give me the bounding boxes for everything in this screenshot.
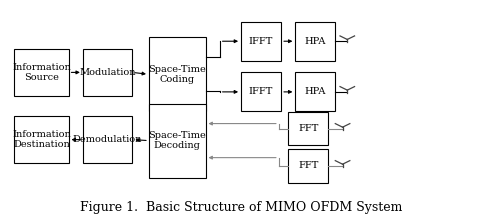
- Text: FFT: FFT: [298, 124, 319, 134]
- Text: Information
Destination: Information Destination: [12, 130, 71, 149]
- Text: Information
Source: Information Source: [12, 63, 71, 82]
- FancyBboxPatch shape: [83, 49, 133, 96]
- Text: Demodulation: Demodulation: [73, 135, 142, 144]
- FancyBboxPatch shape: [295, 22, 335, 61]
- Text: HPA: HPA: [305, 87, 326, 96]
- FancyBboxPatch shape: [295, 72, 335, 111]
- FancyBboxPatch shape: [149, 37, 205, 111]
- Text: FFT: FFT: [298, 162, 319, 170]
- Text: Space-Time
Coding: Space-Time Coding: [148, 65, 206, 84]
- FancyBboxPatch shape: [14, 116, 68, 163]
- FancyBboxPatch shape: [288, 112, 328, 145]
- FancyBboxPatch shape: [83, 116, 133, 163]
- Text: IFFT: IFFT: [249, 87, 273, 96]
- Text: HPA: HPA: [305, 37, 326, 46]
- Text: Modulation: Modulation: [80, 68, 136, 77]
- Text: IFFT: IFFT: [249, 37, 273, 46]
- FancyBboxPatch shape: [288, 149, 328, 183]
- FancyBboxPatch shape: [14, 49, 68, 96]
- FancyBboxPatch shape: [241, 72, 281, 111]
- FancyBboxPatch shape: [149, 103, 205, 178]
- FancyBboxPatch shape: [241, 22, 281, 61]
- Text: Figure 1.  Basic Structure of MIMO OFDM System: Figure 1. Basic Structure of MIMO OFDM S…: [80, 201, 402, 214]
- Text: Space-Time
Decoding: Space-Time Decoding: [148, 131, 206, 150]
